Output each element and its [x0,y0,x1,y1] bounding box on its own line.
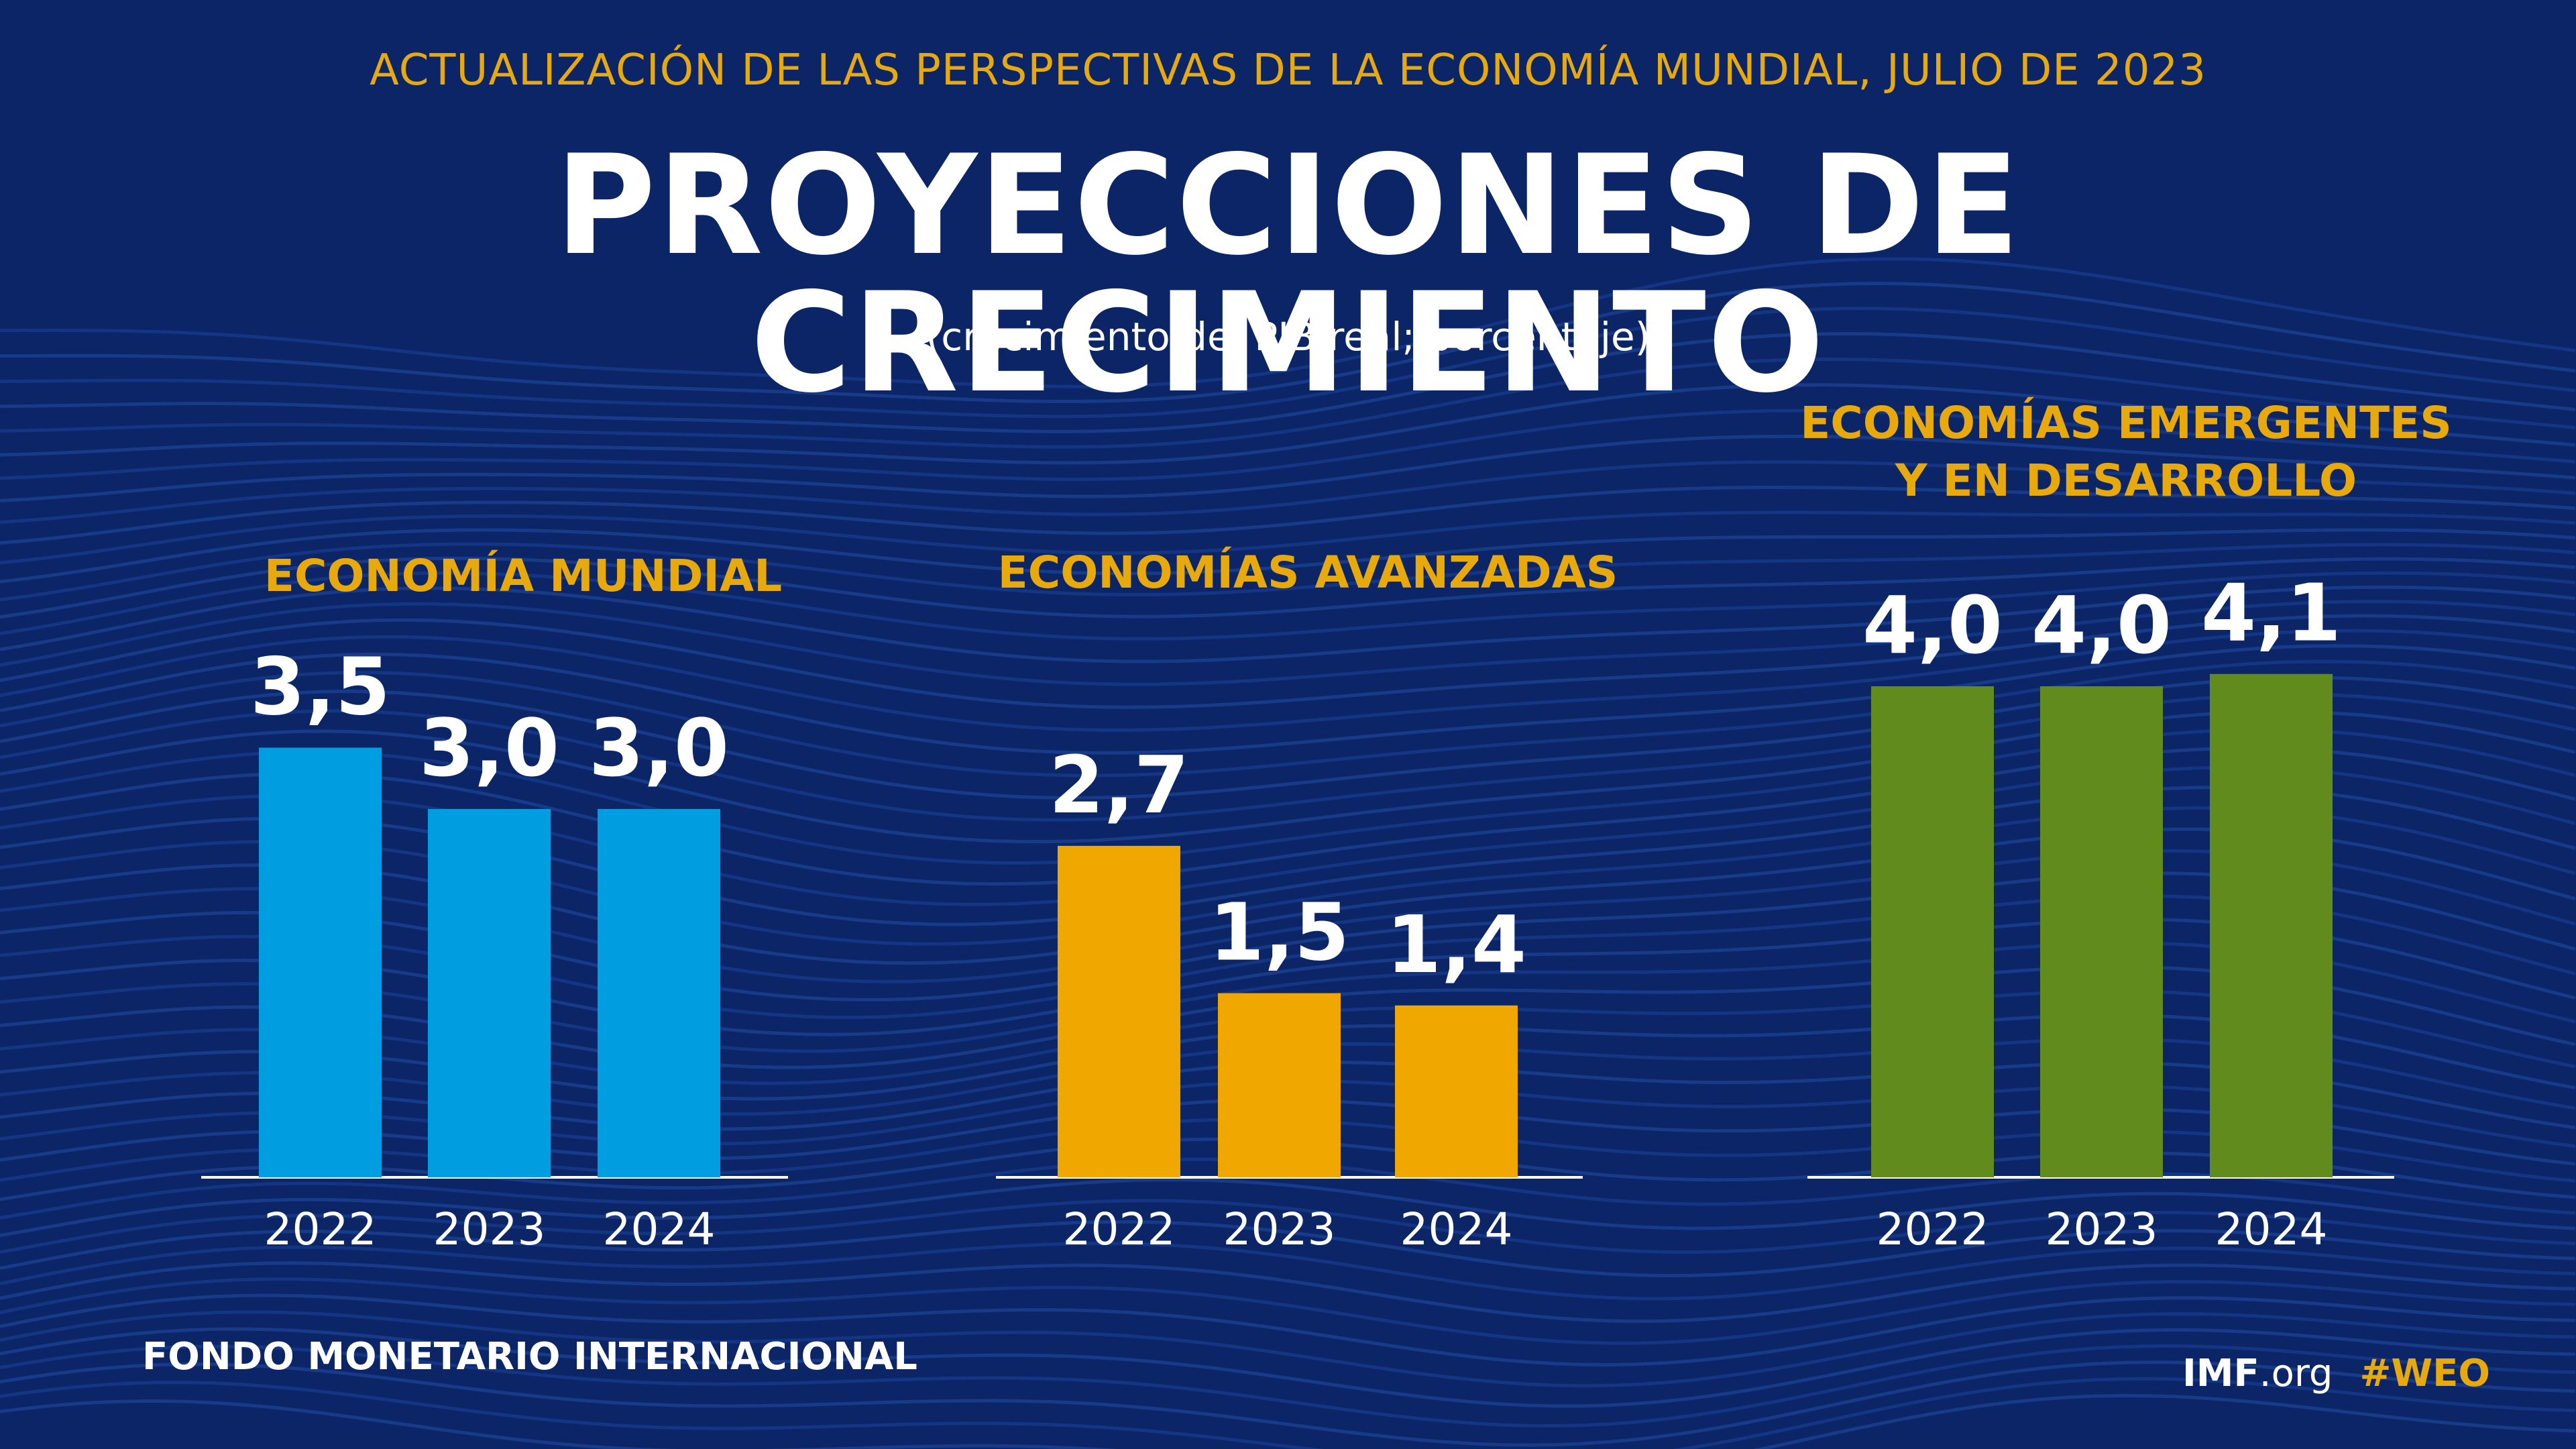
tick-label-world-2024: 2024 [603,1203,716,1255]
panel-title-advanced: ECONOMÍAS AVANZADAS [997,547,1618,598]
wave-line [0,281,2576,404]
wave-line [0,629,2576,732]
wave-line [0,460,2576,524]
panel-title-emerging-line1: ECONOMÍAS EMERGENTES [1800,397,2452,449]
bar-emerging-2023 [2040,686,2163,1177]
wave-line [0,659,2576,777]
wave-line [0,331,2576,433]
bar-world-2022 [259,747,382,1177]
wave-line [0,1220,2576,1278]
page-title: PROYECCIONES DE CRECIMIENTO [555,126,2021,423]
wave-line [0,383,2576,465]
wave-line [0,434,2576,502]
wave-line [0,485,2576,545]
wave-line [0,1393,2576,1449]
units-subtitle: (crecimiento del PIB real; porcentaje) [926,314,1650,360]
wave-line [0,511,2576,565]
bar-emerging-2024 [2210,674,2333,1177]
wave-line [0,1310,2576,1388]
data-label-world-2022: 3,5 [250,641,390,733]
wave-line [0,1277,2576,1345]
wave-line [0,556,2576,619]
wave-line [0,409,2576,482]
wave-line [0,644,2576,755]
data-label-world-2024: 3,0 [589,702,729,794]
footer-org: FONDO MONETARIO INTERNACIONAL [142,1335,917,1379]
wave-line [0,1360,2576,1447]
wave-line [0,1199,2576,1254]
data-label-advanced-2023: 1,5 [1209,886,1349,979]
footer-links: IMF.org #WEO [2182,1352,2490,1395]
wave-line [0,357,2576,449]
wave-line [0,600,2576,686]
wave-line [0,1327,2576,1408]
tick-label-emerging-2023: 2023 [2046,1203,2158,1255]
panel-title-world: ECONOMÍA MUNDIAL [264,550,783,602]
wave-line [0,1293,2576,1367]
tick-label-world-2023: 2023 [433,1203,546,1255]
panel-title-emerging-line2: Y EN DESARROLLO [1895,455,2357,506]
footer-site-bold: IMF [2182,1352,2259,1395]
bar-advanced-2022 [1058,845,1180,1177]
tick-label-advanced-2024: 2024 [1400,1203,1513,1255]
data-label-emerging-2022: 4,0 [1862,579,2003,672]
bar-advanced-2024 [1395,1005,1518,1177]
wave-line [0,585,2576,663]
footer-hashtag: #WEO [2359,1352,2490,1395]
tick-label-world-2022: 2022 [264,1203,377,1255]
data-label-advanced-2022: 2,7 [1049,739,1189,831]
wave-line [0,1344,2576,1428]
report-kicker: ACTUALIZACIÓN DE LAS PERSPECTIVAS DE LA … [370,46,2206,95]
bar-world-2024 [598,809,720,1177]
wave-line [0,528,2576,584]
data-label-emerging-2024: 4,1 [2201,567,2341,659]
footer-site-rest: .org [2259,1352,2333,1395]
data-label-emerging-2023: 4,0 [2031,579,2172,672]
bar-advanced-2023 [1218,993,1341,1177]
wave-line [0,542,2576,602]
data-label-advanced-2024: 1,4 [1386,898,1526,991]
wave-line [0,257,2576,388]
tick-label-emerging-2022: 2022 [1877,1203,1989,1255]
wave-line [0,614,2576,709]
wave-line [0,571,2576,641]
wave-line [0,1377,2576,1449]
bar-emerging-2022 [1871,686,1994,1177]
data-label-world-2023: 3,0 [419,702,559,794]
tick-label-emerging-2024: 2024 [2215,1203,2328,1255]
tick-label-advanced-2022: 2022 [1063,1203,1176,1255]
bar-world-2023 [428,809,551,1177]
wave-line [0,307,2576,419]
wave-line [0,1241,2576,1301]
wave-line [0,1261,2576,1324]
wave-line [0,1178,2576,1238]
tick-label-advanced-2023: 2023 [1223,1203,1336,1255]
